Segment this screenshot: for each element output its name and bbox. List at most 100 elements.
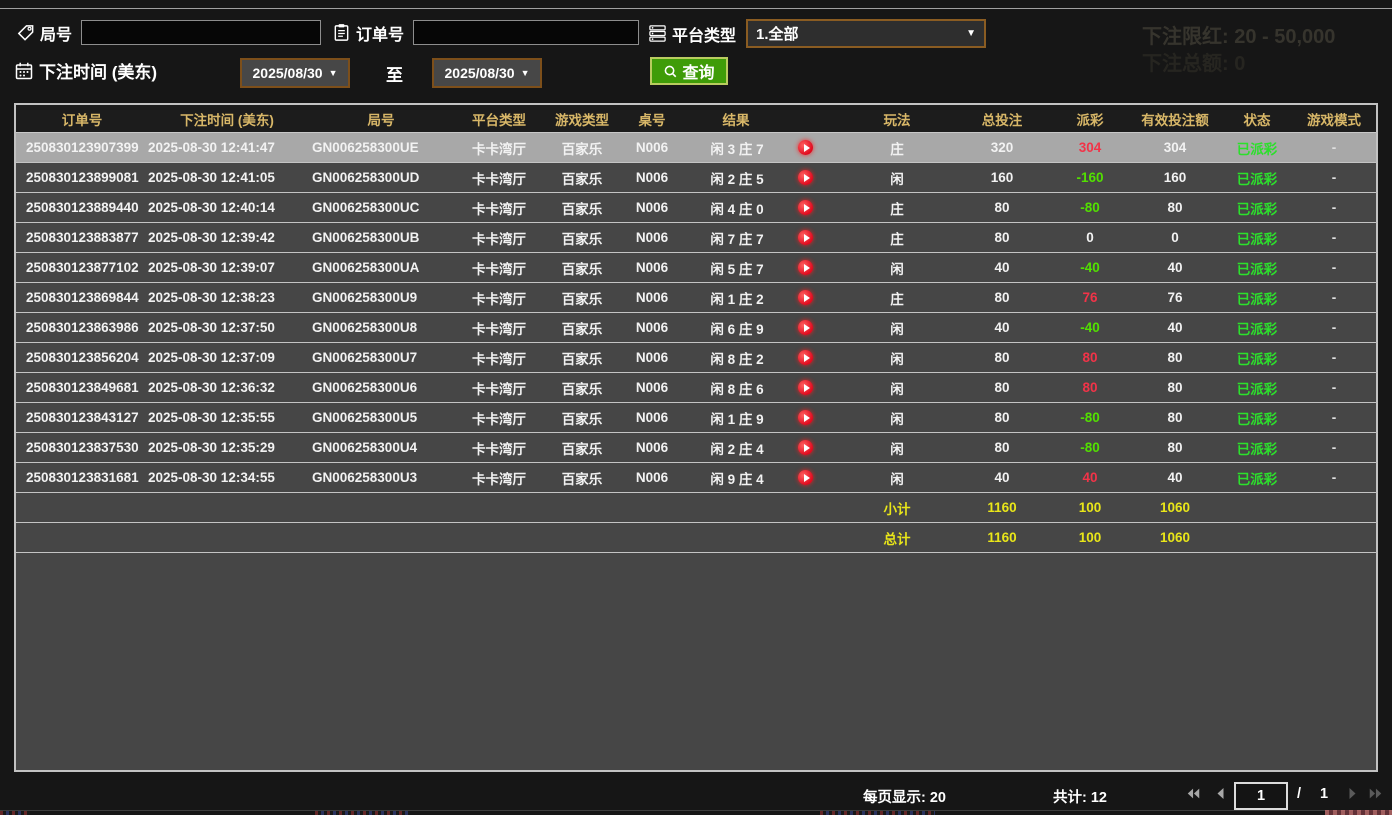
search-icon	[663, 64, 678, 79]
cell-platform: 卡卡湾厅	[456, 312, 542, 343]
replay-play-icon[interactable]	[798, 410, 813, 425]
result-text: 闲 8 庄 2	[710, 351, 764, 367]
cell-game-mode: -	[1292, 342, 1376, 373]
cell-bet-time: 2025-08-30 12:41:47	[148, 132, 306, 163]
cell-game-type: 百家乐	[542, 462, 622, 493]
cell-platform: 卡卡湾厅	[456, 432, 542, 463]
cell-bet-time: 2025-08-30 12:35:29	[148, 432, 306, 463]
cell-order-no: 250830123856204	[16, 342, 148, 373]
cell-payout: 0	[1052, 222, 1128, 253]
last-page-icon[interactable]	[1368, 787, 1383, 800]
cell-table-no: N006	[622, 222, 682, 253]
cell-order-no: 250830123889440	[16, 192, 148, 223]
cell-bet-time: 2025-08-30 12:41:05	[148, 162, 306, 193]
replay-play-icon[interactable]	[798, 140, 813, 155]
table-row[interactable]: 250830123899081 2025-08-30 12:41:05 GN0062…	[16, 162, 1376, 193]
bet-time-filter-group: 下注时间 (美东)	[14, 58, 157, 83]
platform-select[interactable]: 1.全部 ▼	[746, 19, 987, 48]
cell-status: 已派彩	[1222, 282, 1292, 313]
cell-result: 闲 7 庄 7	[682, 222, 842, 253]
cell-platform: 卡卡湾厅	[456, 192, 542, 223]
replay-play-icon[interactable]	[798, 320, 813, 335]
subtotal-payout: 100	[1052, 492, 1128, 523]
pagination-bar: 每页显示: 20 共计: 12 1 / 1	[0, 782, 1392, 811]
cell-bet-type: 闲	[842, 402, 952, 433]
next-page-icon[interactable]	[1346, 787, 1359, 800]
table-row[interactable]: 250830123837530 2025-08-30 12:35:29 GN0062…	[16, 432, 1376, 463]
cell-bet-time: 2025-08-30 12:35:55	[148, 402, 306, 433]
cell-table-no: N006	[622, 192, 682, 223]
cell-round-no: GN006258300UB	[306, 222, 456, 253]
cell-round-no: GN006258300UA	[306, 252, 456, 283]
cell-game-type: 百家乐	[542, 402, 622, 433]
cell-result: 闲 1 庄 9	[682, 402, 842, 433]
tag-icon	[16, 23, 35, 42]
bet-table: 订单号 下注时间 (美东) 局号 平台类型 游戏类型 桌号 结果 玩法 总投注 派彩 有效投注额 状态…	[16, 105, 1376, 553]
cell-game-type: 百家乐	[542, 192, 622, 223]
cell-result: 闲 3 庄 7	[682, 132, 842, 163]
cell-total-bet: 80	[952, 192, 1052, 223]
cell-table-no: N006	[622, 312, 682, 343]
table-row[interactable]: 250830123907399 2025-08-30 12:41:47 GN0062…	[16, 132, 1376, 163]
cell-result: 闲 5 庄 7	[682, 252, 842, 283]
table-row[interactable]: 250830123889440 2025-08-30 12:40:14 GN0062…	[16, 192, 1376, 223]
replay-play-icon[interactable]	[798, 290, 813, 305]
table-row[interactable]: 250830123883877 2025-08-30 12:39:42 GN0062…	[16, 222, 1376, 253]
table-row[interactable]: 250830123877102 2025-08-30 12:39:07 GN0062…	[16, 252, 1376, 283]
table-row[interactable]: 250830123849681 2025-08-30 12:36:32 GN0062…	[16, 372, 1376, 403]
cell-bet-time: 2025-08-30 12:36:32	[148, 372, 306, 403]
cell-status: 已派彩	[1222, 402, 1292, 433]
cell-valid-bet: 80	[1128, 342, 1222, 373]
play-triangle	[803, 293, 810, 302]
date-from-picker[interactable]: 2025/08/30 ▼	[240, 58, 350, 88]
table-row[interactable]: 250830123843127 2025-08-30 12:35:55 GN0062…	[16, 402, 1376, 433]
top-divider	[0, 8, 1392, 9]
column-header: 桌号	[622, 105, 682, 133]
cell-table-no: N006	[622, 402, 682, 433]
total-valid-bet: 1060	[1128, 522, 1222, 553]
replay-play-icon[interactable]	[798, 380, 813, 395]
clipboard-icon	[332, 23, 351, 42]
cell-valid-bet: 76	[1128, 282, 1222, 313]
cell-table-no: N006	[622, 282, 682, 313]
play-triangle	[803, 173, 810, 182]
replay-play-icon[interactable]	[798, 200, 813, 215]
order-input[interactable]	[413, 20, 640, 45]
replay-play-icon[interactable]	[798, 470, 813, 485]
cell-round-no: GN006258300U6	[306, 372, 456, 403]
first-page-icon[interactable]	[1186, 787, 1201, 800]
replay-play-icon[interactable]	[798, 350, 813, 365]
cell-platform: 卡卡湾厅	[456, 462, 542, 493]
cell-platform: 卡卡湾厅	[456, 162, 542, 193]
cell-status: 已派彩	[1222, 132, 1292, 163]
table-row[interactable]: 250830123856204 2025-08-30 12:37:09 GN0062…	[16, 342, 1376, 373]
column-header: 总投注	[952, 105, 1052, 133]
subtotal-empty-status	[1222, 492, 1292, 523]
cell-payout: -40	[1052, 312, 1128, 343]
platform-stack-icon	[648, 24, 667, 43]
replay-play-icon[interactable]	[798, 230, 813, 245]
ghost-bet-total-text: 下注总额: 0	[1142, 53, 1246, 75]
result-text: 闲 8 庄 6	[710, 381, 764, 397]
column-header: 游戏类型	[542, 105, 622, 133]
cell-order-no: 250830123877102	[16, 252, 148, 283]
table-row[interactable]: 250830123831681 2025-08-30 12:34:55 GN0062…	[16, 462, 1376, 493]
replay-play-icon[interactable]	[798, 170, 813, 185]
date-to-picker[interactable]: 2025/08/30 ▼	[432, 58, 542, 88]
cell-payout: -160	[1052, 162, 1128, 193]
cell-game-mode: -	[1292, 312, 1376, 343]
cell-bet-type: 庄	[842, 222, 952, 253]
replay-play-icon[interactable]	[798, 260, 813, 275]
query-button[interactable]: 查询	[650, 57, 728, 85]
cell-result: 闲 6 庄 9	[682, 312, 842, 343]
cell-payout: 40	[1052, 462, 1128, 493]
table-row[interactable]: 250830123869844 2025-08-30 12:38:23 GN0062…	[16, 282, 1376, 313]
cell-game-mode: -	[1292, 252, 1376, 283]
round-input[interactable]	[81, 20, 322, 45]
page-number-input[interactable]: 1	[1234, 782, 1288, 810]
query-button-label: 查询	[682, 65, 715, 82]
table-row[interactable]: 250830123863986 2025-08-30 12:37:50 GN0062…	[16, 312, 1376, 343]
prev-page-icon[interactable]	[1214, 787, 1227, 800]
replay-play-icon[interactable]	[798, 440, 813, 455]
cell-round-no: GN006258300UE	[306, 132, 456, 163]
